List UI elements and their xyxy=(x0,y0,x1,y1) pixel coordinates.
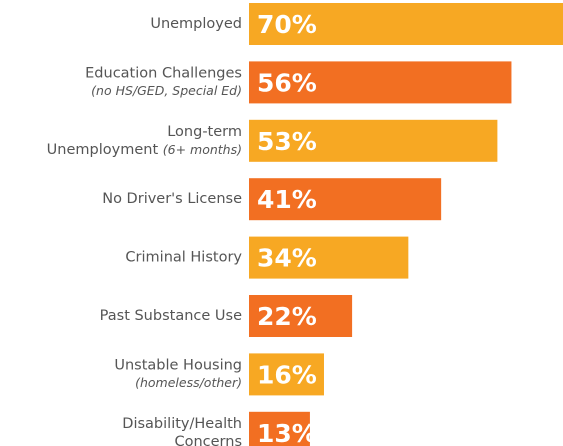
category-label: Unemployed xyxy=(150,16,242,32)
value-label: 53% xyxy=(257,127,317,156)
value-label: 13% xyxy=(257,419,317,446)
category-label: Long-term xyxy=(167,124,242,140)
category-label: Unstable Housing xyxy=(114,357,242,373)
bar xyxy=(249,295,353,337)
value-label: 41% xyxy=(257,185,317,214)
value-label: 16% xyxy=(257,360,317,389)
category-label: Disability/Health xyxy=(122,416,242,432)
category-note: (6+ months) xyxy=(163,141,242,156)
bar xyxy=(249,61,512,104)
value-label: 34% xyxy=(257,244,317,273)
category-label: Criminal History xyxy=(125,250,242,266)
value-label: 56% xyxy=(257,68,317,97)
bar xyxy=(249,3,563,45)
category-label: Unemployment (6+ months) xyxy=(47,141,242,158)
category-label: Education Challenges xyxy=(85,65,242,81)
bar xyxy=(249,236,409,279)
bar xyxy=(249,178,442,221)
value-label: 70% xyxy=(257,10,317,39)
category-label: Concerns xyxy=(174,434,242,446)
bar xyxy=(249,411,310,446)
category-note: (no HS/GED, Special Ed) xyxy=(91,83,242,98)
category-label-text: Unemployment xyxy=(47,142,159,158)
value-label: 22% xyxy=(257,302,317,331)
bar xyxy=(249,353,324,396)
bar xyxy=(249,119,498,162)
category-note: (homeless/other) xyxy=(135,375,242,390)
category-label: No Driver's License xyxy=(102,191,242,207)
category-label: Past Substance Use xyxy=(100,308,242,324)
